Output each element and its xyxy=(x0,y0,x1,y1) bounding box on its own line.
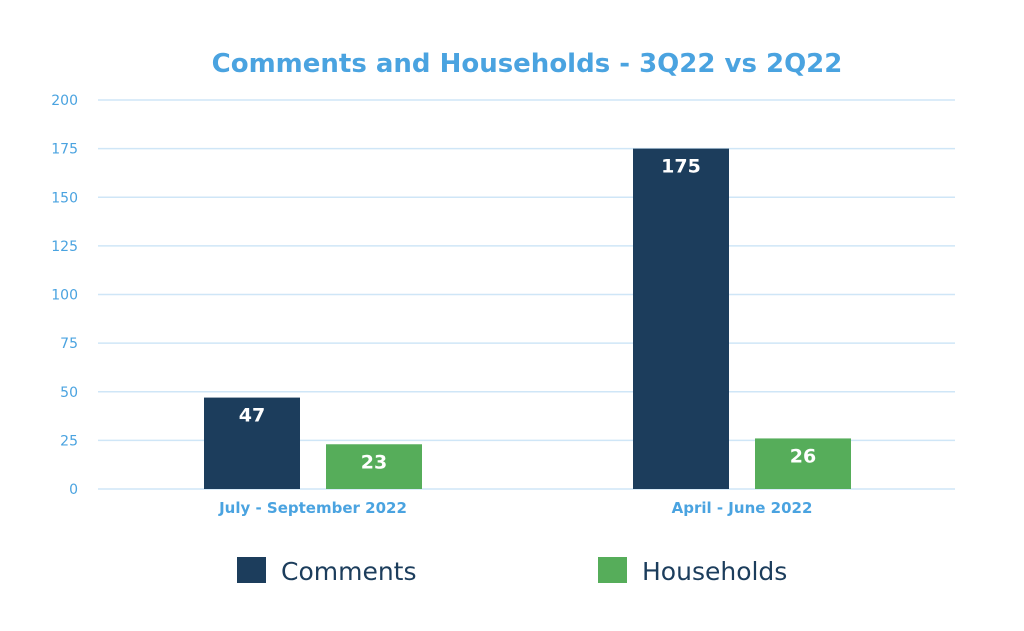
data-label: 23 xyxy=(361,451,387,473)
bar-households-1 xyxy=(755,438,851,489)
bar-comments-0 xyxy=(204,397,300,489)
x-category-label: April - June 2022 xyxy=(672,499,813,517)
data-label: 47 xyxy=(239,405,265,427)
y-tick-label: 50 xyxy=(60,385,78,401)
bars: 47 23 175 26 xyxy=(204,148,851,489)
bar-households-0 xyxy=(326,444,422,489)
y-tick-label: 150 xyxy=(51,190,78,206)
y-tick-label: 25 xyxy=(60,433,78,449)
y-tick-label: 125 xyxy=(51,239,78,255)
chart-title: Comments and Households - 3Q22 vs 2Q22 xyxy=(212,49,843,79)
x-axis: July - September 2022 April - June 2022 xyxy=(218,499,812,517)
y-tick-label: 100 xyxy=(51,288,78,304)
y-tick-label: 0 xyxy=(69,482,78,498)
y-axis: 0 25 50 75 100 125 150 175 200 xyxy=(51,93,78,498)
x-category-label: July - September 2022 xyxy=(218,499,407,517)
y-tick-label: 175 xyxy=(51,142,78,158)
legend-label-households: Households xyxy=(642,557,787,586)
y-tick-label: 75 xyxy=(60,336,78,352)
legend-swatch-households xyxy=(598,557,627,583)
legend-label-comments: Comments xyxy=(281,557,417,586)
bar-comments-1 xyxy=(633,148,729,489)
y-tick-label: 200 xyxy=(51,93,78,109)
legend: Comments Households xyxy=(237,557,787,586)
legend-swatch-comments xyxy=(237,557,266,583)
data-label: 175 xyxy=(661,156,701,178)
data-label: 26 xyxy=(790,445,816,467)
